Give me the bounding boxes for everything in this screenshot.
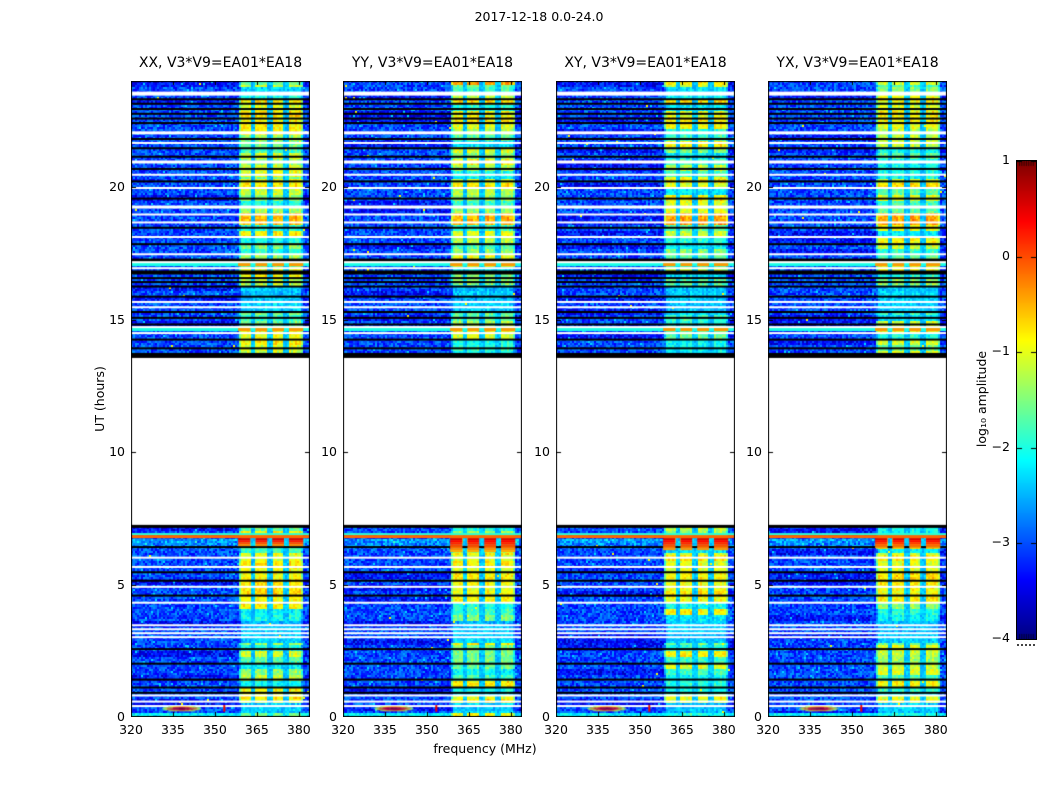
x-tick-label: 320 <box>544 722 568 737</box>
x-tick-label: 365 <box>456 722 481 737</box>
y-tick-label: 0 <box>754 709 762 724</box>
colorbar-minor-marks <box>1017 644 1035 646</box>
x-tick-label: 365 <box>669 722 694 737</box>
x-tick-label: 335 <box>161 722 185 737</box>
spectrogram-panel-xx <box>131 81 310 717</box>
colorbar-tick-label: 0 <box>1002 247 1010 263</box>
spectrogram-panel-yx <box>768 81 947 717</box>
y-tick-label: 10 <box>321 444 337 459</box>
y-tick-label: 5 <box>542 576 550 592</box>
colorbar <box>1016 160 1037 640</box>
y-axis-label: UT (hours) <box>92 366 107 432</box>
y-tick-label: 20 <box>746 179 762 194</box>
y-tick-label: 15 <box>746 311 762 327</box>
x-tick-label: 365 <box>244 722 269 737</box>
x-tick-label: 350 <box>627 722 652 737</box>
panel-title-yy: YY, V3*V9=EA01*EA18 <box>351 55 514 71</box>
x-tick-label: 380 <box>286 722 311 737</box>
y-tick-label: 15 <box>321 311 337 327</box>
colorbar-tick-label: 1 <box>1002 152 1010 167</box>
y-tick-label: 0 <box>117 709 125 724</box>
x-tick-label: 335 <box>586 722 610 737</box>
x-axis-label: frequency (MHz) <box>433 741 537 756</box>
panel-title-xx: XX, V3*V9=EA01*EA18 <box>138 55 303 71</box>
x-tick-label: 350 <box>839 722 864 737</box>
y-tick-label: 15 <box>109 311 125 327</box>
y-tick-label: 0 <box>542 709 550 724</box>
x-tick-label: 380 <box>923 722 948 737</box>
y-tick-label: 20 <box>534 179 550 194</box>
colorbar-tick-label: −2 <box>991 438 1010 454</box>
colorbar-tick-label: −3 <box>991 534 1010 550</box>
y-tick-label: 5 <box>117 576 125 592</box>
panel-title-yx: YX, V3*V9=EA01*EA18 <box>776 55 939 71</box>
x-tick-label: 380 <box>498 722 523 737</box>
y-tick-label: 10 <box>746 444 762 459</box>
y-tick-label: 20 <box>321 179 337 194</box>
x-tick-label: 380 <box>711 722 736 737</box>
colorbar-tick-label: −4 <box>991 630 1010 645</box>
figure-title: 2017-12-18 0.0-24.0 <box>474 9 604 24</box>
x-tick-label: 320 <box>756 722 780 737</box>
y-tick-label: 5 <box>329 576 337 592</box>
x-tick-label: 350 <box>414 722 439 737</box>
x-tick-label: 320 <box>119 722 143 737</box>
x-tick-label: 350 <box>202 722 227 737</box>
x-tick-label: 320 <box>331 722 355 737</box>
x-tick-label: 335 <box>798 722 822 737</box>
y-tick-label: 0 <box>329 709 337 724</box>
y-tick-label: 10 <box>109 444 125 459</box>
x-tick-label: 365 <box>881 722 906 737</box>
x-tick-label: 335 <box>373 722 397 737</box>
panel-title-xy: XY, V3*V9=EA01*EA18 <box>564 55 727 71</box>
y-tick-label: 15 <box>534 311 550 327</box>
spectrogram-panel-xy <box>556 81 735 717</box>
spectrogram-panel-yy <box>343 81 522 717</box>
y-tick-label: 10 <box>534 444 550 459</box>
y-tick-label: 20 <box>109 179 125 194</box>
colorbar-tick-label: −1 <box>991 343 1010 359</box>
y-tick-label: 5 <box>754 576 762 592</box>
